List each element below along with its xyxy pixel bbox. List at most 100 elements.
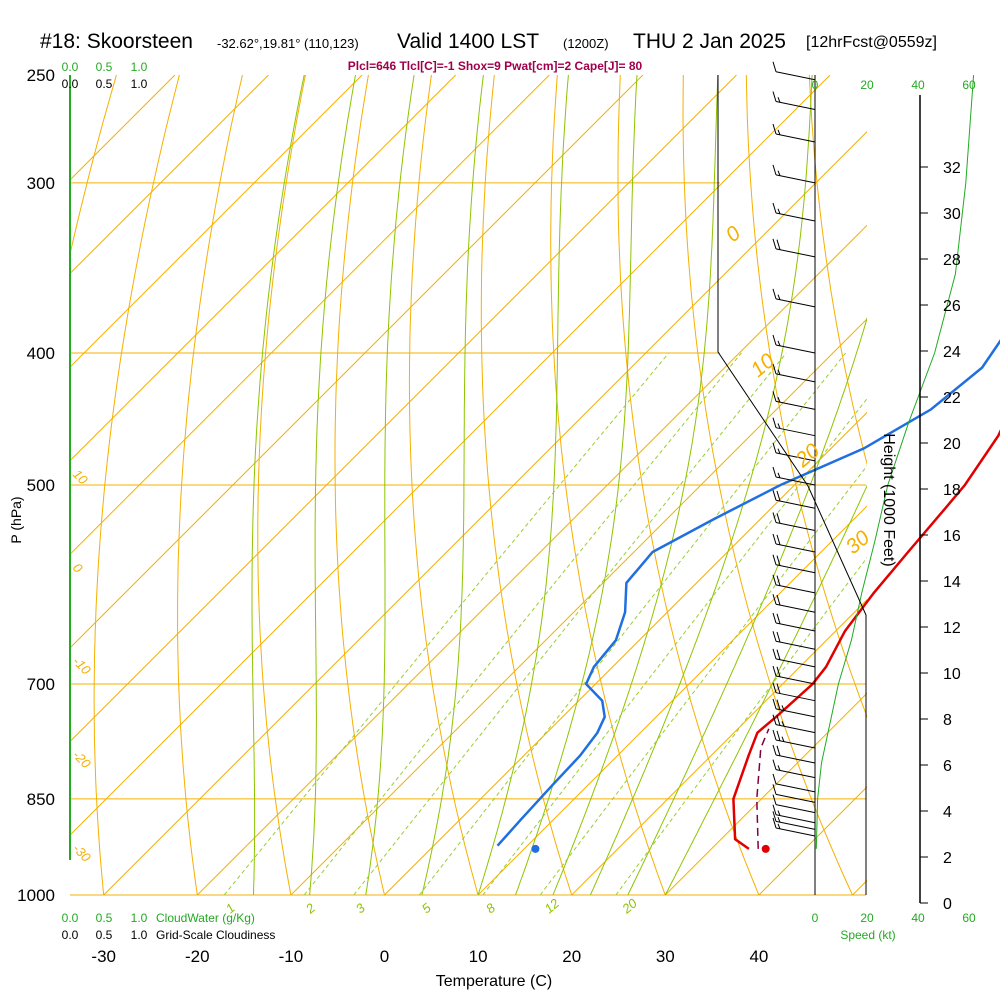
wind-barb-flag <box>772 714 777 725</box>
cloudiness-label: Grid-Scale Cloudiness <box>156 928 275 942</box>
wind-barb <box>772 123 816 143</box>
wind-barb-shaft <box>775 499 816 509</box>
isotherm-line <box>70 75 550 556</box>
isotherm-line <box>70 75 737 743</box>
wind-barb-flag <box>772 238 777 250</box>
mixing-ratio-label: 5 <box>419 900 435 917</box>
cloudwater-bottom-tick: 0.5 <box>96 911 113 925</box>
wind-speed-profile-line <box>815 74 975 849</box>
isotherm-line <box>384 411 867 895</box>
wind-barb <box>772 714 816 734</box>
wind-barb <box>772 164 816 184</box>
wind-barb-shaft <box>775 640 816 650</box>
wind-barb-shaft <box>775 622 816 632</box>
temperature-tick-label: 0 <box>380 947 389 966</box>
wind-barb-shaft <box>775 373 816 383</box>
dry-adiabat-line <box>334 75 386 895</box>
wind-barb-flag <box>772 574 777 585</box>
height-tick-label: 32 <box>943 160 961 177</box>
height-tick-label: 4 <box>943 804 952 821</box>
dry-adiabat-line <box>257 75 306 895</box>
wind-barb <box>772 804 816 824</box>
wind-barb-flag <box>772 594 777 605</box>
wind-barb-flag <box>772 391 777 402</box>
wind-barb-shaft <box>775 476 816 486</box>
speed-top-tick: 40 <box>911 78 925 92</box>
wind-barb-shaft <box>775 564 816 574</box>
wind-barb-shaft <box>775 724 816 734</box>
wind-barb-flag <box>772 811 777 822</box>
wind-barb-flag <box>776 699 781 710</box>
wind-barb-flag <box>772 784 777 795</box>
cloudiness-bottom-tick: 0.0 <box>62 928 79 942</box>
wind-barb-flag <box>772 794 777 805</box>
parcel-path-line <box>756 728 770 849</box>
wind-barb-half-flag <box>777 423 781 429</box>
wind-barb <box>772 490 816 509</box>
valid-time: Valid 1400 LST <box>397 30 540 53</box>
mixing-ratio-label: 20 <box>618 895 640 917</box>
mixing-ratio-label: 3 <box>353 900 369 917</box>
wind-barb-flag <box>776 649 781 660</box>
dry-adiabat-line <box>617 75 760 895</box>
wind-barb-flag <box>776 513 781 524</box>
wind-barb-half-flag <box>777 448 781 454</box>
mixing-ratio-line <box>418 352 846 895</box>
wind-barb-flag <box>772 123 777 135</box>
wind-barb-shaft <box>775 708 816 718</box>
speed-top-tick: 20 <box>860 78 874 92</box>
wind-barb-flag <box>772 363 777 375</box>
wind-barb-flag <box>772 773 777 785</box>
mixing-ratio-line <box>615 556 867 895</box>
cloudwater-bottom-tick: 1.0 <box>131 911 148 925</box>
wind-barb-flag <box>772 61 777 72</box>
wind-barb-half-flag <box>777 816 781 823</box>
wind-barb-shaft <box>775 584 816 594</box>
utc-time: (1200Z) <box>563 36 609 51</box>
wind-barb <box>772 91 816 110</box>
dry-adiabat-line <box>745 75 867 718</box>
moist-adiabat-line <box>627 316 867 895</box>
wind-barb-flag <box>772 648 777 660</box>
moist-adiabat-line <box>589 75 813 895</box>
moist-adiabat-line <box>251 75 305 895</box>
speed-bottom-tick: 60 <box>962 911 976 925</box>
temperature-tick-label: -20 <box>185 947 210 966</box>
wind-barb <box>772 794 816 814</box>
wind-barb <box>772 238 816 258</box>
wind-barb-half-flag <box>777 208 781 215</box>
wind-barb <box>772 744 816 764</box>
wind-barb-flag <box>772 288 777 300</box>
speed-axis-label: Speed (kt) <box>840 928 895 942</box>
wind-barb-shaft <box>775 344 816 354</box>
wind-barb-flag <box>776 575 781 586</box>
temperature-profile-line <box>732 429 1000 850</box>
cloudiness-top-tick: 0.5 <box>96 77 113 91</box>
wind-barb <box>772 533 816 553</box>
temperature-tick-label: 40 <box>749 947 768 966</box>
speed-bottom-tick: 0 <box>812 911 819 925</box>
isotherm-line <box>70 75 644 649</box>
wind-barb-half-flag <box>777 765 781 771</box>
dry-adiabat-line <box>177 75 243 895</box>
wind-barb <box>772 554 816 574</box>
wind-barb-flag <box>772 417 777 428</box>
cloudiness-bottom-tick: 0.5 <box>96 928 113 942</box>
wind-barb-shaft <box>775 739 816 749</box>
wind-barb-shaft <box>775 100 816 110</box>
wind-barb-flag <box>776 715 781 726</box>
mixing-ratio-line <box>223 352 670 895</box>
wind-barb <box>772 759 816 779</box>
isotherm-label: -20 <box>70 747 94 771</box>
height-tick-label: 8 <box>943 712 952 729</box>
wind-barb-shaft <box>775 827 816 837</box>
wind-barb-flag <box>772 202 777 214</box>
wind-barb <box>772 442 816 462</box>
wind-barb-half-flag <box>777 129 781 136</box>
height-tick-label: 18 <box>943 482 961 499</box>
wind-barb-flag <box>772 817 777 829</box>
plot-lines-group <box>70 75 867 895</box>
wind-barb <box>772 631 816 650</box>
temperature-tick-label: 20 <box>562 947 581 966</box>
wind-barb-shaft <box>775 603 816 613</box>
